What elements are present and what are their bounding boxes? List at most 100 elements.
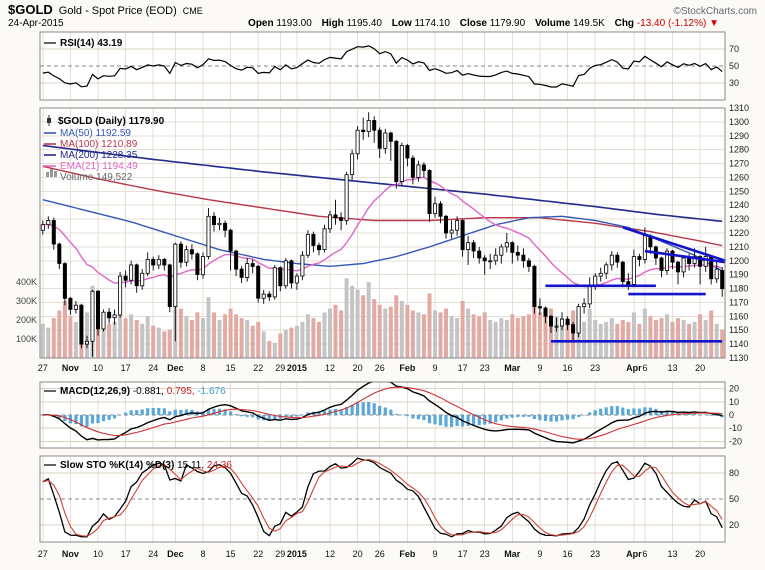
macd-hist-bar [444,415,448,427]
macd-hist-bar [389,409,393,415]
x-axis-label: 24 [148,363,158,373]
x-axis-label: 12 [325,549,335,559]
x-axis-label: 29 [275,549,285,559]
volume-bar [460,301,465,358]
macd-hist-bar [582,415,586,416]
macd-hist-bar [466,415,470,426]
volume-bar [488,320,493,358]
volume-bar [112,321,117,358]
macd-hist-bar [118,414,122,416]
volume-bar [361,295,366,358]
high-label: High [321,18,344,29]
macd-hist-bar [361,402,365,415]
candle-up [587,285,592,305]
candle-down [189,249,194,255]
x-axis-label: 6 [642,363,647,373]
candle-up [455,220,460,231]
candle-down [239,268,244,278]
candle-up [101,311,106,330]
volume-bar [355,289,360,358]
x-axis-label: 26 [375,363,385,373]
sto-panel-border [39,455,726,543]
volume-bar [261,331,266,358]
candle-up [46,220,51,226]
price-axis-label: 1260 [729,172,749,182]
volume-bar [129,314,134,358]
candle-down [333,214,338,219]
candle-down [482,257,487,262]
macd-hist-bar [41,415,45,416]
candle-down [394,140,399,183]
candle-down [250,263,255,267]
volume-bar [228,308,233,358]
candle-up [156,258,161,266]
macd-hist-bar [107,415,111,420]
volume-bar [444,308,448,358]
chart-date: 24-Apr-2015 [8,18,64,29]
rsi-axis-label: 50 [729,61,739,71]
volume-bar [167,329,172,358]
candle-down [316,245,321,251]
macd-hist-bar [610,406,614,415]
macd-hist-bar [543,415,548,421]
overlay-legend: MA(50) 1192.59 [60,128,131,139]
candle-down [228,229,233,252]
x-axis-label: 9 [537,363,542,373]
price-axis-label: 1300 [729,117,749,127]
candle-down [96,290,101,330]
macd-hist-bar [383,407,387,415]
volume-bar [499,318,504,358]
volume-bar [366,282,371,358]
candle-up [344,174,349,221]
price-axis-label: 1160 [729,311,748,321]
ema21-line [42,176,723,288]
macd-hist-bar [350,404,354,415]
candlestick-icon-body [47,118,51,123]
macd-hist-bar [433,415,437,425]
chg-down-icon: ▼ [709,18,719,29]
sto-axis-label: 80 [729,468,739,478]
volume-bar [405,304,410,358]
volume-bar [300,321,305,358]
volume-bar [311,318,316,358]
price-axis-label: 1240 [729,200,749,210]
candle-down [195,253,200,276]
x-axis-label: Apr [626,549,642,559]
candle-down [178,243,183,263]
ma100-line [42,165,723,247]
low-label: Low [391,18,412,29]
macd-hist-bar [151,408,155,415]
x-axis-label: Mar [504,363,521,373]
x-axis-label: 2015 [287,549,307,559]
volume-bar [328,308,332,358]
price-axis-label: 1210 [729,242,749,252]
volume-bar [659,318,664,358]
candle-up [140,272,145,287]
x-axis-label: 13 [668,549,678,559]
candle-down [361,129,366,132]
candle-up [383,132,388,149]
macd-hist-bar [168,411,172,415]
volume-bar [399,301,404,358]
volume-bar [433,310,437,358]
rsi-legend: RSI(14) 43.19 [60,38,123,49]
candle-up [300,254,305,277]
volume-bar [554,316,559,358]
price-axis-label: 1230 [729,214,749,224]
sto-k-line [42,457,723,538]
candle-down [526,260,531,267]
candle-up [681,257,686,273]
volume-bar [107,323,112,358]
macd-hist-bar [455,415,459,426]
volume-bar [626,321,631,358]
candle-up [665,250,670,271]
x-axis-label: Mar [504,549,521,559]
x-axis-label: 20 [695,363,705,373]
candle-down [410,157,415,178]
x-axis-label: 8 [200,549,205,559]
candle-up [294,275,299,284]
volume-bar [427,293,432,358]
candle-down [57,243,62,264]
macd-panel-border [39,381,726,449]
macd-hist-bar [499,415,503,421]
